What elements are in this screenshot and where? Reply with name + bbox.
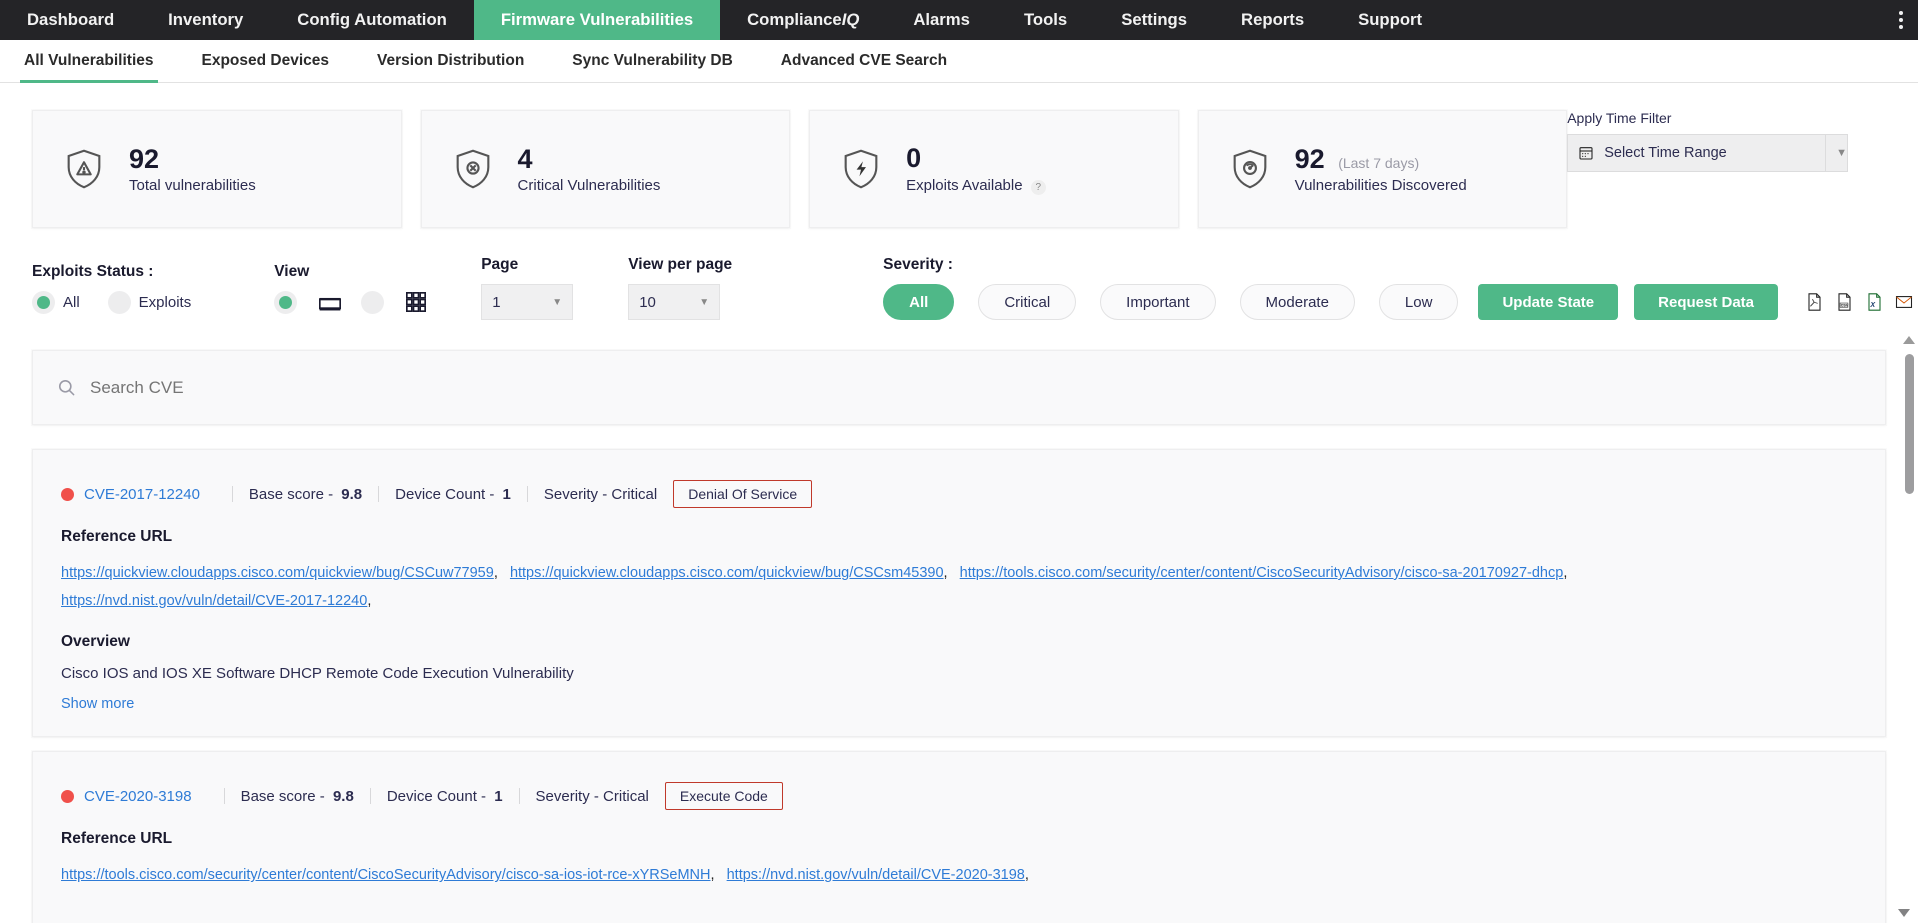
svg-text:CSV: CSV xyxy=(1841,303,1849,307)
